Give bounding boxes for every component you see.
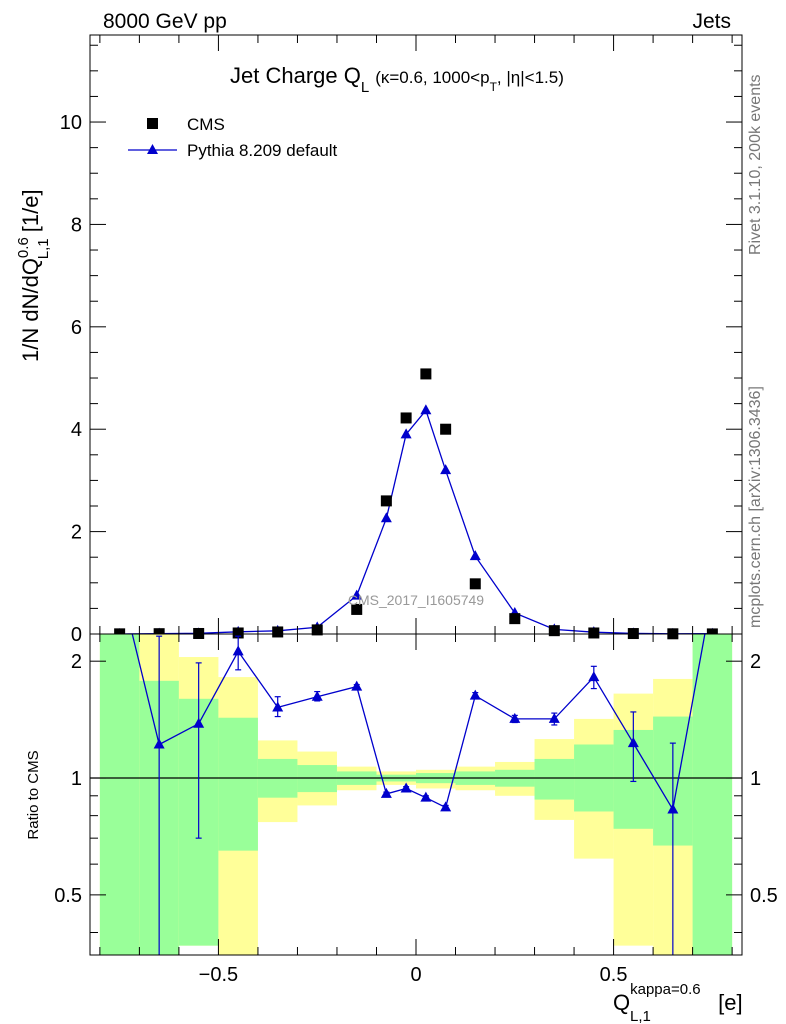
header-right: Jets: [692, 10, 731, 33]
ratio-ytick-label: 2: [71, 651, 82, 673]
ratio-point: [548, 712, 560, 723]
pythia-point: [469, 550, 481, 561]
pythia-point: [351, 589, 363, 600]
ratio-band-green: [692, 634, 733, 955]
ratio-point: [667, 803, 679, 814]
cms-point: [232, 627, 244, 639]
xlabel-sub: L,1: [630, 1008, 651, 1024]
ratio-panel: 0.5 0.5 1 1 2 2 −0.5 0 0.5 Ratio to CMS Qkappa=0…: [25, 633, 778, 1024]
main-ytick-label: 2: [71, 522, 82, 544]
xlabel-main: Q: [613, 990, 630, 1015]
ratio-ytick-label: 0.5: [54, 885, 82, 907]
ratio-ylabel: Ratio to CMS: [25, 750, 42, 839]
title-main: Jet Charge Q: [230, 63, 361, 88]
ratio-point: [232, 645, 244, 656]
cms-point: [440, 423, 452, 435]
pythia-point: [420, 404, 432, 415]
main-title: Jet Charge QL (κ=0.6, 1000<pT, |η|<1.5): [230, 63, 564, 96]
title-cond-sub: T: [490, 80, 498, 94]
cms-point: [193, 627, 205, 639]
ratio-point: [153, 738, 165, 749]
ratio-ytick-label-right: 2: [750, 651, 761, 673]
cms-point: [548, 625, 560, 637]
ratio-xtick-label: −0.5: [199, 964, 238, 986]
pythia-point: [400, 428, 412, 439]
ratio-band-green: [99, 634, 140, 955]
legend-cms-marker: [147, 118, 158, 129]
ratio-point: [509, 712, 521, 723]
main-ytick-label: 0: [71, 624, 82, 646]
pythia-point: [380, 512, 392, 523]
rivet-label: Rivet 3.1.10, 200k events: [747, 74, 764, 255]
pythia-line: [119, 408, 713, 635]
main-ticks: 0 2 4 6 8 10: [60, 35, 742, 646]
cms-point: [469, 578, 481, 590]
cms-point: [380, 495, 392, 507]
legend-pythia-marker: [147, 144, 158, 154]
mcplots-label: mcplots.cern.ch [arXiv:1306.3436]: [747, 386, 764, 628]
ratio-ytick-label-right: 1: [750, 768, 761, 790]
pythia-point: [440, 464, 452, 475]
main-ytick-label: 4: [71, 419, 82, 441]
ratio-point: [311, 690, 323, 701]
main-ylabel-pre: 1/N dN/dQ: [18, 258, 43, 362]
ratio-point: [351, 680, 363, 691]
legend-cms-label: CMS: [187, 115, 225, 134]
ratio-point: [272, 701, 284, 712]
main-ylabel-sup: 0.6: [15, 237, 32, 258]
cms-point: [272, 626, 284, 638]
ratio-point: [193, 717, 205, 728]
header-left: 8000 GeV pp: [103, 10, 227, 33]
ratio-ytick-label: 1: [71, 768, 82, 790]
main-ylabel: 1/N dN/dQ0.6 L,1 [1/e]: [15, 189, 52, 362]
cms-point: [400, 412, 412, 424]
ratio-band-green: [218, 717, 258, 851]
ratio-content: [90, 634, 742, 955]
ratio-ticks: 0.5 0.5 1 1 2 2 −0.5 0 0.5: [54, 634, 778, 986]
ratio-xlabel: Qkappa=0.6 L,1 [e]: [613, 981, 743, 1024]
ratio-point: [420, 791, 432, 802]
title-cond-b: , |η|<1.5): [497, 68, 564, 87]
ratio-point: [440, 801, 452, 812]
ratio-point: [380, 787, 392, 798]
xlabel-sup: kappa=0.6: [630, 981, 700, 998]
title-cond-a: (κ=0.6, 1000<p: [375, 68, 489, 87]
ratio-xtick-label: 0.5: [600, 964, 628, 986]
main-ytick-label: 6: [71, 317, 82, 339]
xlabel-post: [e]: [712, 990, 743, 1015]
main-panel: 0 2 4 6 8 10 Jet Charge QL (κ=0.6, 1000<pT, |η…: [15, 34, 743, 646]
main-ylabel-sub: L,1: [35, 238, 52, 259]
ratio-xtick-label: 0: [410, 964, 421, 986]
cms-point: [420, 368, 432, 380]
ratio-band-green: [534, 758, 575, 800]
title-main-sub: L: [361, 79, 369, 96]
ratio-point: [400, 782, 412, 793]
main-ytick-label: 10: [60, 112, 82, 134]
main-ylabel-post: [1/e]: [18, 189, 43, 238]
legend-pythia-label: Pythia 8.209 default: [187, 141, 338, 160]
cms-point: [311, 624, 323, 636]
ratio-point: [627, 737, 639, 748]
legend: CMS Pythia 8.209 default: [128, 115, 338, 160]
cms-point: [588, 627, 600, 639]
cms-point: [509, 613, 521, 625]
ratio-point: [588, 671, 600, 682]
main-ytick-label: 8: [71, 214, 82, 236]
cms-point: [351, 603, 363, 615]
ratio-ytick-label-right: 0.5: [750, 885, 778, 907]
ratio-pythia-line: [131, 634, 706, 812]
watermark: CMS_2017_I1605749: [348, 592, 484, 608]
ratio-point: [469, 689, 481, 700]
